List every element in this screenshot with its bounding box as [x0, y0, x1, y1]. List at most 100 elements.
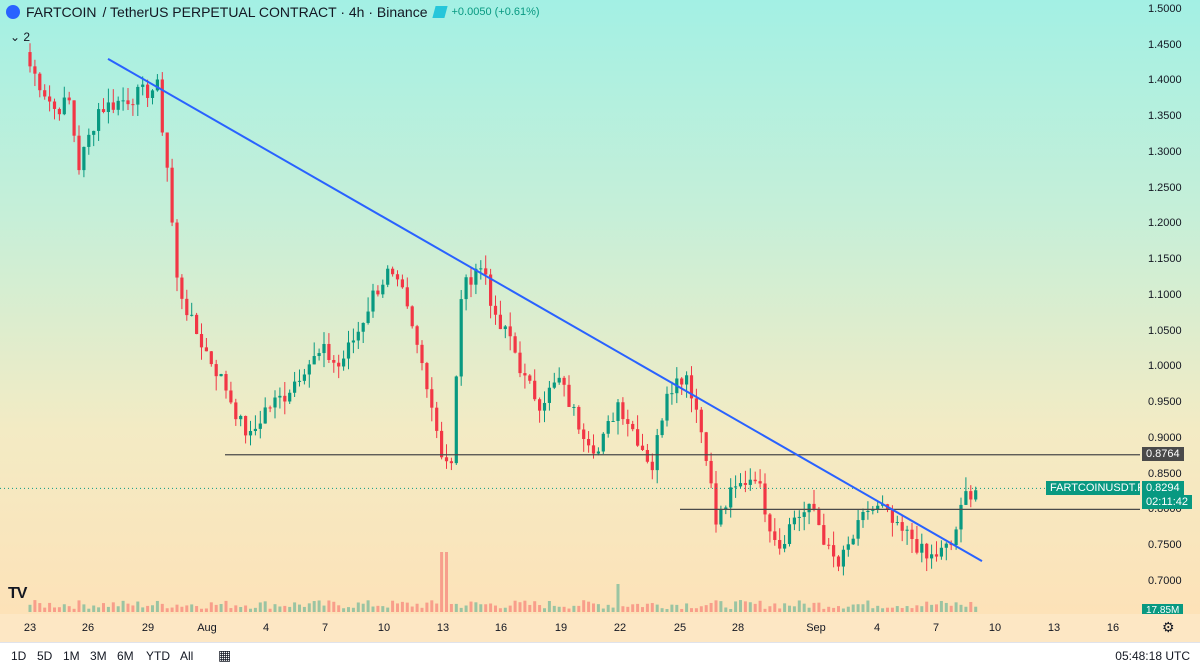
- candle-body: [694, 398, 698, 410]
- volume-bar: [650, 603, 654, 612]
- date-range-icon[interactable]: ▦: [218, 647, 232, 663]
- candle-body: [239, 415, 243, 420]
- volume-bar: [185, 605, 189, 612]
- price-tick-label: 1.4500: [1148, 38, 1182, 51]
- volume-bar: [102, 603, 105, 612]
- candle-body: [778, 539, 782, 549]
- price-axis[interactable]: 1.5000 1.4500 1.4000 1.3500 1.3000 1.2500 1.20…: [1140, 0, 1200, 617]
- candle-body: [141, 84, 145, 87]
- volume-bar: [915, 605, 919, 612]
- volume-bar: [856, 604, 860, 612]
- candle-body: [890, 509, 894, 523]
- volume-bar: [827, 606, 831, 612]
- price-tick-label: 1.4000: [1148, 74, 1182, 87]
- candle-body: [665, 393, 669, 421]
- volume-bar: [317, 600, 321, 612]
- volume-bar: [528, 604, 532, 612]
- volume-bar: [660, 608, 664, 612]
- volume-bar: [792, 606, 796, 612]
- settings-gear-icon[interactable]: ⚙: [1162, 619, 1175, 635]
- candle-body: [729, 487, 733, 508]
- candle-body: [841, 549, 845, 567]
- candle-body: [699, 409, 703, 433]
- candle-body: [307, 364, 311, 375]
- candle-body: [283, 395, 287, 402]
- indicator-toggle[interactable]: ⌄ 2: [10, 30, 30, 44]
- candle-body: [817, 508, 821, 526]
- candle-body: [484, 268, 488, 275]
- volume-bar: [307, 603, 311, 612]
- volume-bar: [939, 600, 943, 612]
- volume-bar: [641, 607, 644, 612]
- candle-body: [636, 429, 640, 446]
- candle-body: [685, 375, 689, 385]
- time-tick-label: 26: [81, 622, 95, 634]
- volume-bar: [905, 606, 909, 612]
- candle-body: [827, 544, 831, 546]
- candle-body: [900, 522, 904, 531]
- time-tick-label: 23: [23, 622, 37, 634]
- volume-bar: [312, 601, 316, 612]
- volume-bar: [631, 604, 635, 612]
- volume-bar: [543, 608, 546, 612]
- timeframe-button[interactable]: All: [180, 649, 194, 663]
- volume-bar: [518, 602, 522, 612]
- candle-body: [846, 544, 850, 550]
- volume-bar: [175, 604, 179, 612]
- price-tick-label: 1.3000: [1148, 145, 1182, 158]
- candle-body: [832, 545, 836, 557]
- utc-clock[interactable]: 05:48:18 UTC: [1115, 649, 1190, 663]
- volume-bar: [876, 605, 880, 612]
- volume-bar: [420, 607, 424, 612]
- volume-bar: [195, 606, 199, 612]
- time-tick-label: 7: [321, 622, 329, 634]
- volume-bar: [900, 607, 904, 612]
- candle-body: [386, 268, 390, 285]
- candle-body: [503, 326, 507, 330]
- last-price-tag: 0.8294: [1142, 481, 1184, 495]
- candle-body: [812, 503, 816, 509]
- volume-bar: [366, 600, 370, 612]
- volume-bar: [513, 600, 517, 612]
- candle-body: [758, 481, 762, 484]
- timeframe-button[interactable]: 3M: [90, 649, 107, 663]
- volume-bar: [498, 608, 502, 612]
- volume-bar: [116, 606, 120, 612]
- candle-body: [930, 554, 934, 559]
- candle-body: [910, 529, 914, 540]
- candle-body: [288, 392, 292, 402]
- symbol-name[interactable]: FARTCOIN: [26, 4, 97, 20]
- candle-body: [547, 387, 551, 403]
- candle-body: [405, 287, 409, 307]
- candle-body: [513, 336, 517, 353]
- volume-bar: [474, 602, 478, 612]
- timeframe-button[interactable]: YTD: [146, 649, 170, 663]
- volume-bar: [611, 607, 615, 612]
- chart-area[interactable]: FARTCOIN / TetherUS PERPETUAL CONTRACT ·…: [0, 0, 1140, 614]
- volume-bar: [861, 604, 865, 612]
- volume-bar: [435, 603, 439, 612]
- volume-bar: [229, 608, 233, 612]
- time-tick-label: 22: [613, 622, 627, 634]
- timeframe-button[interactable]: 1D: [11, 649, 27, 663]
- volume-bar: [944, 602, 948, 612]
- candle-body: [645, 449, 649, 462]
- timeframe-button[interactable]: 6M: [117, 649, 134, 663]
- time-axis[interactable]: ⚙ 23 26 29 Aug 4 7 10 13 16 19 22 25 28 Sep 4 7 10 13 16: [0, 614, 1200, 642]
- candle-body: [342, 358, 346, 367]
- pair-description: / TetherUS PERPETUAL CONTRACT · 4h · Bin…: [102, 4, 428, 20]
- volume-bar: [655, 604, 659, 612]
- time-tick-label: 7: [932, 622, 940, 634]
- timeframe-button[interactable]: 5D: [37, 649, 53, 663]
- candle-body: [312, 356, 316, 365]
- candle-body: [101, 109, 106, 113]
- volume-bar: [822, 608, 826, 612]
- volume-bar: [788, 605, 791, 612]
- candle-body: [146, 84, 150, 98]
- price-chart[interactable]: [0, 0, 1140, 614]
- candle-body: [626, 419, 630, 424]
- timeframe-button[interactable]: 1M: [63, 649, 80, 663]
- candle-body: [567, 384, 571, 407]
- candle-body: [714, 483, 718, 525]
- candle-body: [660, 420, 664, 436]
